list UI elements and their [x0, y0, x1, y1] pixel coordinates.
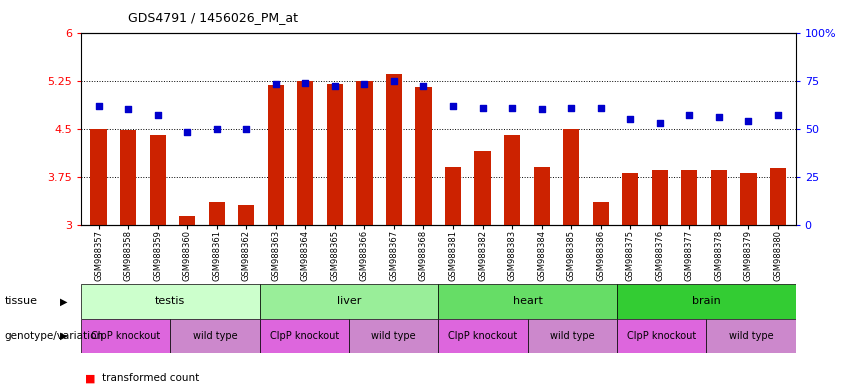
Point [239, 126, 253, 132]
Bar [386, 74, 402, 225]
Point [299, 79, 312, 86]
Point [476, 104, 489, 111]
Text: wild type: wild type [371, 331, 416, 341]
Bar [120, 130, 136, 225]
Point [92, 103, 106, 109]
Bar [534, 167, 550, 225]
Bar [706, 319, 796, 353]
Point [594, 104, 608, 111]
Bar [357, 81, 373, 225]
Text: ClpP knockout: ClpP knockout [627, 331, 696, 341]
Bar [268, 85, 284, 225]
Bar [617, 284, 796, 319]
Bar [170, 319, 260, 353]
Point [328, 83, 342, 89]
Bar [90, 129, 106, 225]
Point [653, 120, 666, 126]
Point [387, 78, 401, 84]
Text: ▶: ▶ [60, 296, 67, 306]
Bar [711, 170, 727, 225]
Bar [297, 81, 313, 225]
Bar [475, 151, 491, 225]
Bar [652, 170, 668, 225]
Text: wild type: wild type [192, 331, 237, 341]
Point [122, 106, 135, 113]
Bar [349, 319, 438, 353]
Text: ClpP knockout: ClpP knockout [448, 331, 517, 341]
Text: transformed count: transformed count [102, 373, 199, 383]
Bar [260, 319, 349, 353]
Point [269, 81, 283, 88]
Bar [563, 129, 580, 225]
Text: wild type: wild type [550, 331, 595, 341]
Text: genotype/variation: genotype/variation [4, 331, 103, 341]
Bar [592, 202, 608, 225]
Text: liver: liver [337, 296, 361, 306]
Bar [445, 167, 461, 225]
Bar [622, 174, 638, 225]
Text: brain: brain [692, 296, 721, 306]
Text: heart: heart [512, 296, 543, 306]
Point [624, 116, 637, 122]
Point [505, 104, 519, 111]
Bar [528, 319, 617, 353]
Point [210, 126, 224, 132]
Bar [238, 205, 254, 225]
Bar [504, 135, 520, 225]
Text: ClpP knockout: ClpP knockout [270, 331, 339, 341]
Bar [179, 216, 196, 225]
Bar [438, 319, 528, 353]
Text: ■: ■ [85, 373, 95, 383]
Bar [260, 284, 438, 319]
Point [564, 104, 578, 111]
Point [446, 103, 460, 109]
Bar [681, 170, 698, 225]
Bar [327, 84, 343, 225]
Bar [740, 174, 757, 225]
Point [180, 129, 194, 136]
Bar [81, 284, 260, 319]
Bar [150, 135, 166, 225]
Bar [617, 319, 706, 353]
Point [712, 114, 726, 120]
Point [741, 118, 755, 124]
Bar [438, 284, 617, 319]
Point [417, 83, 431, 89]
Text: ClpP knockout: ClpP knockout [91, 331, 160, 341]
Point [683, 112, 696, 118]
Text: wild type: wild type [728, 331, 774, 341]
Text: GDS4791 / 1456026_PM_at: GDS4791 / 1456026_PM_at [128, 12, 298, 25]
Text: testis: testis [155, 296, 186, 306]
Point [151, 112, 164, 118]
Bar [415, 87, 431, 225]
Bar [770, 168, 786, 225]
Point [771, 112, 785, 118]
Text: tissue: tissue [4, 296, 37, 306]
Point [357, 81, 371, 88]
Text: ▶: ▶ [60, 331, 67, 341]
Point [534, 106, 548, 113]
Bar [208, 202, 225, 225]
Bar [81, 319, 170, 353]
